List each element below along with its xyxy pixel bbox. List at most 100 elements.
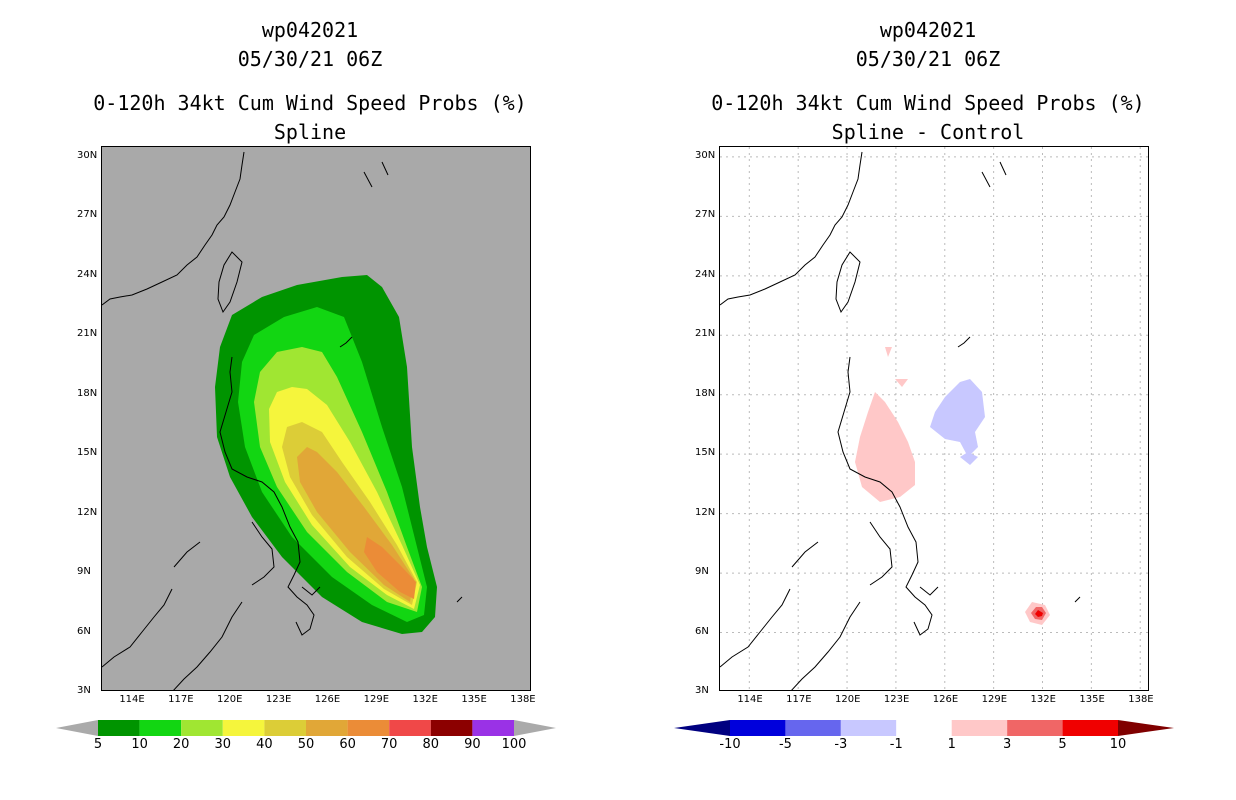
left-map-panel xyxy=(101,146,531,691)
difference-contours xyxy=(855,347,1050,625)
x-tick-label: 138E xyxy=(1128,694,1154,705)
colorbar-label: -3 xyxy=(834,737,848,752)
right-coastlines xyxy=(720,151,1081,690)
positive-peak-core xyxy=(1035,610,1043,617)
colorbar-label: 10 xyxy=(1109,737,1127,752)
left-datetime: 05/30/21 06Z xyxy=(237,47,383,71)
negative-difference-area xyxy=(930,379,985,457)
colorbar-swatch xyxy=(472,720,514,736)
y-tick-label: 12N xyxy=(77,506,98,518)
philippines-islands xyxy=(173,521,321,690)
right-chart-subtitle: Spline - Control xyxy=(831,120,1025,144)
colorbar-swatch xyxy=(785,720,841,736)
colorbar-label: 5 xyxy=(1058,737,1067,752)
colorbar-label: -5 xyxy=(778,737,792,752)
positive-difference-area xyxy=(855,392,915,502)
x-tick-label: 120E xyxy=(217,694,243,705)
colorbar-swatch xyxy=(222,720,265,736)
right-small-islands xyxy=(957,161,1081,603)
taiwan-outline xyxy=(217,251,243,314)
colorbar-swatch xyxy=(347,720,390,736)
right-datetime: 05/30/21 06Z xyxy=(855,47,1001,71)
colorbar-swatch xyxy=(730,720,786,736)
colorbar-label: 90 xyxy=(464,737,481,752)
x-tick-label: 123E xyxy=(265,694,292,705)
x-tick-label: 117E xyxy=(168,694,194,705)
colorbar-label: 3 xyxy=(1003,737,1012,752)
colorbar-swatch xyxy=(1062,720,1118,736)
colorbar-label: 70 xyxy=(380,737,398,752)
y-tick-label: 9N xyxy=(695,566,709,578)
colorbar-swatch xyxy=(840,720,897,736)
colorbar-swatch xyxy=(98,720,140,736)
y-tick-label: 9N xyxy=(77,566,91,578)
x-tick-label: 135E xyxy=(1079,694,1105,705)
left-colorbar xyxy=(56,720,556,736)
x-tick-label: 129E xyxy=(363,694,390,705)
colorbar-high-end xyxy=(514,720,556,736)
right-philippines-islands xyxy=(791,521,939,690)
colorbar-label: 1 xyxy=(947,737,956,752)
colorbar-label: 5 xyxy=(93,737,103,752)
colorbar-label: 50 xyxy=(297,737,315,752)
colorbar-label: 30 xyxy=(214,737,232,752)
colorbar-label: -1 xyxy=(889,737,903,752)
small-islands xyxy=(339,161,463,603)
y-tick-label: 12N xyxy=(695,506,716,518)
colorbar-swatch xyxy=(951,720,1008,736)
x-tick-label: 126E xyxy=(932,694,959,705)
colorbar-label: 20 xyxy=(172,737,190,752)
y-tick-label: 15N xyxy=(695,447,716,459)
philippines-luzon xyxy=(219,356,315,636)
china-coast xyxy=(102,151,245,306)
x-tick-label: 120E xyxy=(835,694,861,705)
colorbar-label: -10 xyxy=(719,737,741,752)
coastlines xyxy=(102,151,463,690)
colorbar-swatch xyxy=(389,720,431,736)
y-tick-label: 27N xyxy=(77,209,98,221)
right-chart-title: 0-120h 34kt Cum Wind Speed Probs (%) xyxy=(711,91,1145,115)
right-taiwan-outline xyxy=(835,251,861,314)
colorbar-low-end xyxy=(56,720,98,736)
right-storm-id: wp042021 xyxy=(879,18,977,42)
x-tick-label: 132E xyxy=(412,694,438,705)
y-tick-label: 21N xyxy=(77,328,98,340)
y-tick-label: 3N xyxy=(695,685,709,696)
y-tick-label: 18N xyxy=(77,387,98,399)
colorbar-swatch xyxy=(181,720,223,736)
y-tick-label: 24N xyxy=(77,268,98,280)
x-tick-label: 132E xyxy=(1030,694,1056,705)
y-tick-label: 15N xyxy=(77,447,98,459)
x-tick-label: 123E xyxy=(883,694,910,705)
contour-60 xyxy=(364,537,416,599)
colorbar-label: 40 xyxy=(256,737,273,752)
x-tick-label: 126E xyxy=(314,694,341,705)
borneo-outline xyxy=(102,541,201,668)
right-colorbar xyxy=(674,720,1174,736)
right-gridlines xyxy=(720,147,1148,690)
y-tick-label: 18N xyxy=(695,387,716,399)
probability-contours xyxy=(215,275,437,634)
x-tick-label: 138E xyxy=(510,694,536,705)
y-tick-label: 21N xyxy=(695,328,716,340)
x-tick-label: 114E xyxy=(119,694,145,705)
colorbar-label: 100 xyxy=(501,737,527,752)
y-tick-label: 30N xyxy=(695,149,716,161)
colorbar-swatch xyxy=(1007,720,1063,736)
negative-difference-small xyxy=(960,452,978,465)
left-chart-subtitle: Spline xyxy=(273,120,347,144)
colorbar-swatch xyxy=(306,720,348,736)
colorbar-label: 60 xyxy=(339,737,356,752)
right-china-coast xyxy=(720,151,863,306)
colorbar-swatch xyxy=(430,720,473,736)
x-tick-label: 135E xyxy=(461,694,487,705)
left-chart-title: 0-120h 34kt Cum Wind Speed Probs (%) xyxy=(93,91,527,115)
right-map-panel xyxy=(719,146,1149,691)
y-tick-label: 3N xyxy=(77,685,91,696)
y-tick-label: 24N xyxy=(695,268,716,280)
y-tick-label: 27N xyxy=(695,209,716,221)
y-tick-label: 6N xyxy=(77,625,91,637)
x-tick-label: 129E xyxy=(981,694,1008,705)
positive-difference-small xyxy=(885,347,908,387)
colorbar-swatch xyxy=(896,720,952,736)
